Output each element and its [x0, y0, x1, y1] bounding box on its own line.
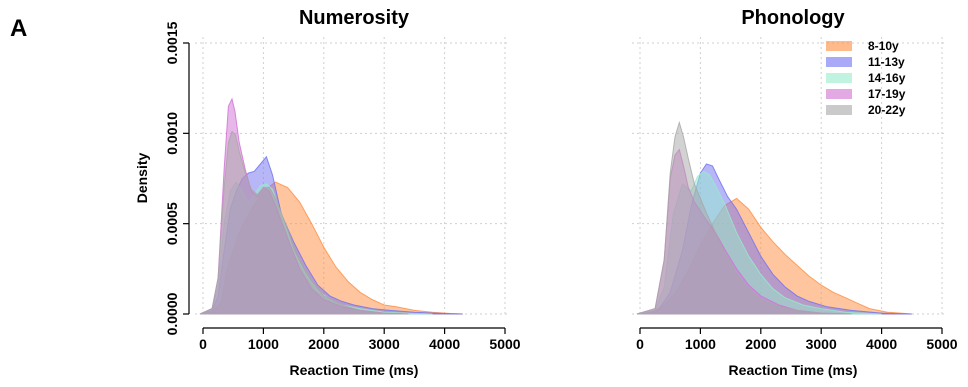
numerosity-x-label: Reaction Time (ms) [290, 362, 419, 378]
panel-letter: A [10, 15, 27, 42]
phonology-x-label: Reaction Time (ms) [729, 362, 858, 378]
numerosity-x-tick-label: 2000 [308, 336, 339, 352]
legend-label-8-10y: 8-10y [868, 39, 899, 53]
numerosity-x-tick-label: 3000 [369, 336, 400, 352]
numerosity-x-tick-label: 5000 [489, 336, 520, 352]
legend-label-11-13y: 11-13y [868, 55, 905, 69]
numerosity-y-tick-label: 0.0000 [164, 292, 180, 335]
numerosity-title: Numerosity [299, 7, 410, 29]
phonology-x-tick-label: 0 [636, 336, 644, 352]
legend-swatch-17-19y [826, 89, 852, 99]
legend-label-17-19y: 17-19y [868, 87, 906, 101]
legend: 8-10y 11-13y 14-16y 17-19y 20-22y [826, 39, 906, 117]
phonology-x-tick-label: 1000 [685, 336, 716, 352]
legend-swatch-20-22y [826, 105, 852, 115]
legend-label-14-16y: 14-16y [868, 71, 906, 85]
numerosity-x-tick-label: 0 [199, 336, 207, 352]
legend-swatch-11-13y [826, 57, 852, 67]
numerosity-y-tick-label: 0.0010 [164, 112, 180, 155]
phonology-x-tick-label: 2000 [745, 336, 776, 352]
numerosity-density-20-22y [199, 130, 409, 315]
legend-swatch-14-16y [826, 73, 852, 83]
phonology-x-tick-label: 3000 [806, 336, 837, 352]
numerosity-x-tick-label: 4000 [429, 336, 460, 352]
phonology-title: Phonology [741, 7, 845, 29]
phonology-x-tick-label: 4000 [866, 336, 897, 352]
numerosity-y-tick-label: 0.0015 [164, 21, 180, 64]
numerosity-plot: Numerosity 0.0000 0.0005 0.0010 0.0015 0 100… [134, 7, 521, 378]
numerosity-y-label: Density [134, 153, 150, 204]
phonology-x-tick-label: 5000 [926, 336, 957, 352]
legend-label-20-22y: 20-22y [868, 103, 906, 117]
numerosity-y-tick-label: 0.0005 [164, 202, 180, 245]
phonology-plot: Phonology 0 1000 2000 3000 4000 5000 Reaction… [632, 7, 958, 378]
numerosity-x-tick-label: 1000 [248, 336, 279, 352]
phonology-density-20-22y [636, 120, 852, 315]
legend-swatch-8-10y [826, 41, 852, 51]
